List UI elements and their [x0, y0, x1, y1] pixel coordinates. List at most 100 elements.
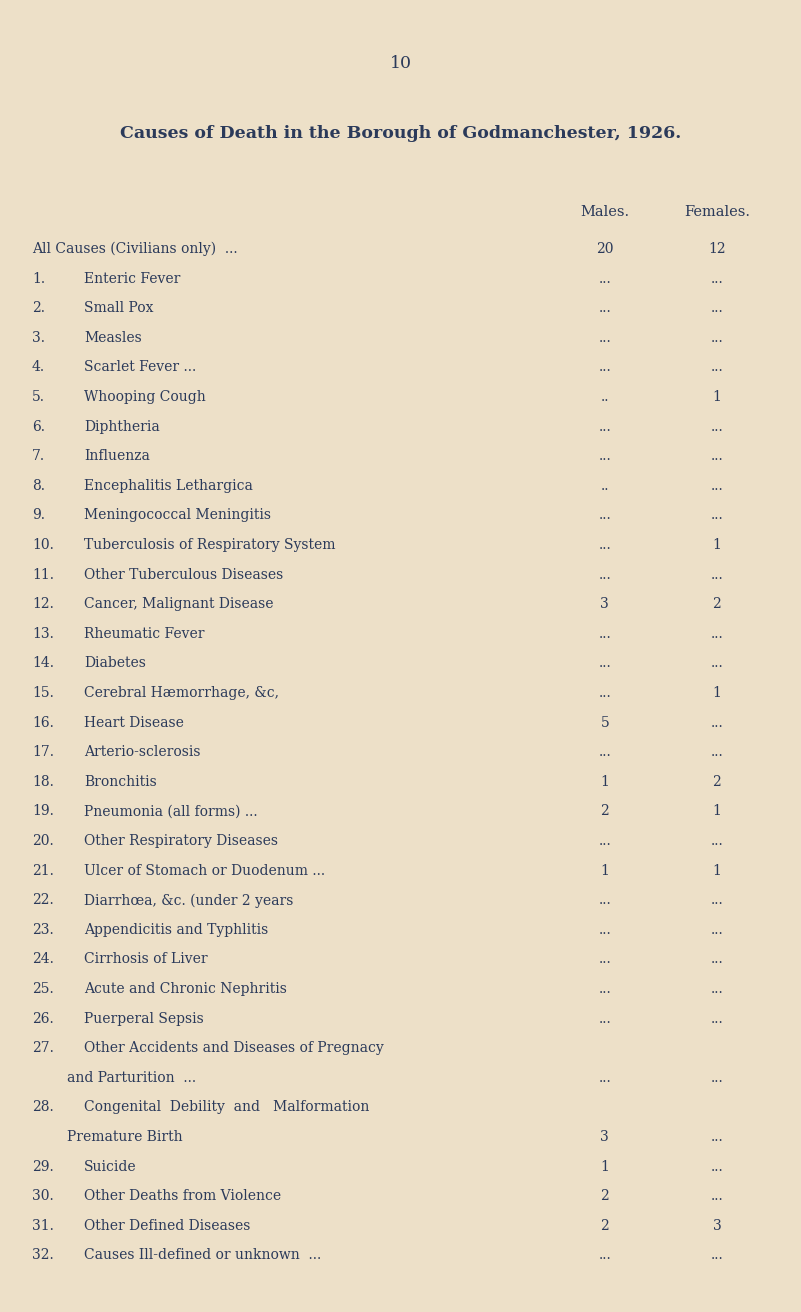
Text: 20.: 20.	[32, 834, 54, 848]
Text: ...: ...	[598, 1249, 611, 1262]
Text: ...: ...	[710, 1160, 723, 1174]
Text: 1: 1	[712, 390, 722, 404]
Text: ..: ..	[601, 390, 609, 404]
Text: ...: ...	[598, 834, 611, 848]
Text: ...: ...	[710, 272, 723, 286]
Text: Rheumatic Fever: Rheumatic Fever	[84, 627, 204, 640]
Text: 10: 10	[389, 55, 412, 72]
Text: ...: ...	[710, 509, 723, 522]
Text: ...: ...	[710, 1189, 723, 1203]
Text: Cerebral Hæmorrhage, &c,: Cerebral Hæmorrhage, &c,	[84, 686, 279, 701]
Text: 20: 20	[596, 241, 614, 256]
Text: ...: ...	[598, 953, 611, 967]
Text: 26.: 26.	[32, 1012, 54, 1026]
Text: ...: ...	[710, 361, 723, 374]
Text: 31.: 31.	[32, 1219, 54, 1233]
Text: 11.: 11.	[32, 568, 54, 581]
Text: ...: ...	[598, 361, 611, 374]
Text: Diabetes: Diabetes	[84, 656, 146, 670]
Text: Other Accidents and Diseases of Pregnacy: Other Accidents and Diseases of Pregnacy	[84, 1042, 384, 1055]
Text: 4.: 4.	[32, 361, 45, 374]
Text: Cirrhosis of Liver: Cirrhosis of Liver	[84, 953, 207, 967]
Text: ...: ...	[598, 568, 611, 581]
Text: Arterio-sclerosis: Arterio-sclerosis	[84, 745, 200, 760]
Text: ...: ...	[710, 302, 723, 315]
Text: ...: ...	[710, 1012, 723, 1026]
Text: ...: ...	[598, 449, 611, 463]
Text: ...: ...	[598, 745, 611, 760]
Text: 2: 2	[713, 775, 721, 789]
Text: Whooping Cough: Whooping Cough	[84, 390, 206, 404]
Text: ...: ...	[710, 834, 723, 848]
Text: 1: 1	[712, 804, 722, 819]
Text: 7.: 7.	[32, 449, 45, 463]
Text: Meningococcal Meningitis: Meningococcal Meningitis	[84, 509, 271, 522]
Text: 9.: 9.	[32, 509, 45, 522]
Text: ...: ...	[710, 922, 723, 937]
Text: Measles: Measles	[84, 331, 142, 345]
Text: 1.: 1.	[32, 272, 45, 286]
Text: ...: ...	[710, 893, 723, 907]
Text: Acute and Chronic Nephritis: Acute and Chronic Nephritis	[84, 981, 287, 996]
Text: 30.: 30.	[32, 1189, 54, 1203]
Text: ...: ...	[598, 420, 611, 433]
Text: ...: ...	[598, 331, 611, 345]
Text: Other Deaths from Violence: Other Deaths from Violence	[84, 1189, 281, 1203]
Text: ...: ...	[598, 627, 611, 640]
Text: 10.: 10.	[32, 538, 54, 552]
Text: 2: 2	[601, 804, 609, 819]
Text: 1: 1	[600, 1160, 610, 1174]
Text: ...: ...	[710, 420, 723, 433]
Text: Puerperal Sepsis: Puerperal Sepsis	[84, 1012, 204, 1026]
Text: 22.: 22.	[32, 893, 54, 907]
Text: ...: ...	[598, 1012, 611, 1026]
Text: ...: ...	[710, 1130, 723, 1144]
Text: Diphtheria: Diphtheria	[84, 420, 160, 433]
Text: 14.: 14.	[32, 656, 54, 670]
Text: 1: 1	[712, 686, 722, 701]
Text: ...: ...	[710, 745, 723, 760]
Text: Bronchitis: Bronchitis	[84, 775, 157, 789]
Text: 12: 12	[708, 241, 726, 256]
Text: 5: 5	[601, 715, 609, 729]
Text: 28.: 28.	[32, 1101, 54, 1114]
Text: 2.: 2.	[32, 302, 45, 315]
Text: ...: ...	[598, 509, 611, 522]
Text: ...: ...	[710, 627, 723, 640]
Text: 1: 1	[600, 863, 610, 878]
Text: All Causes (Civilians only)  ...: All Causes (Civilians only) ...	[32, 241, 238, 256]
Text: ...: ...	[710, 981, 723, 996]
Text: ...: ...	[598, 1071, 611, 1085]
Text: 24.: 24.	[32, 953, 54, 967]
Text: 2: 2	[713, 597, 721, 611]
Text: Females.: Females.	[684, 205, 750, 219]
Text: ...: ...	[598, 981, 611, 996]
Text: 32.: 32.	[32, 1249, 54, 1262]
Text: 3: 3	[601, 597, 609, 611]
Text: ...: ...	[710, 449, 723, 463]
Text: 17.: 17.	[32, 745, 54, 760]
Text: 29.: 29.	[32, 1160, 54, 1174]
Text: ...: ...	[598, 893, 611, 907]
Text: 6.: 6.	[32, 420, 45, 433]
Text: ...: ...	[598, 656, 611, 670]
Text: ...: ...	[710, 656, 723, 670]
Text: ...: ...	[710, 953, 723, 967]
Text: Enteric Fever: Enteric Fever	[84, 272, 180, 286]
Text: Causes of Death in the Borough of Godmanchester, 1926.: Causes of Death in the Borough of Godman…	[120, 125, 681, 142]
Text: Scarlet Fever ...: Scarlet Fever ...	[84, 361, 196, 374]
Text: Cancer, Malignant Disease: Cancer, Malignant Disease	[84, 597, 274, 611]
Text: ...: ...	[598, 302, 611, 315]
Text: Heart Disease: Heart Disease	[84, 715, 184, 729]
Text: 1: 1	[712, 863, 722, 878]
Text: 1: 1	[600, 775, 610, 789]
Text: Other Defined Diseases: Other Defined Diseases	[84, 1219, 251, 1233]
Text: 12.: 12.	[32, 597, 54, 611]
Text: 25.: 25.	[32, 981, 54, 996]
Text: 3.: 3.	[32, 331, 45, 345]
Text: 27.: 27.	[32, 1042, 54, 1055]
Text: ...: ...	[598, 686, 611, 701]
Text: Diarrhœa, &c. (under 2 years: Diarrhœa, &c. (under 2 years	[84, 893, 293, 908]
Text: 5.: 5.	[32, 390, 45, 404]
Text: 23.: 23.	[32, 922, 54, 937]
